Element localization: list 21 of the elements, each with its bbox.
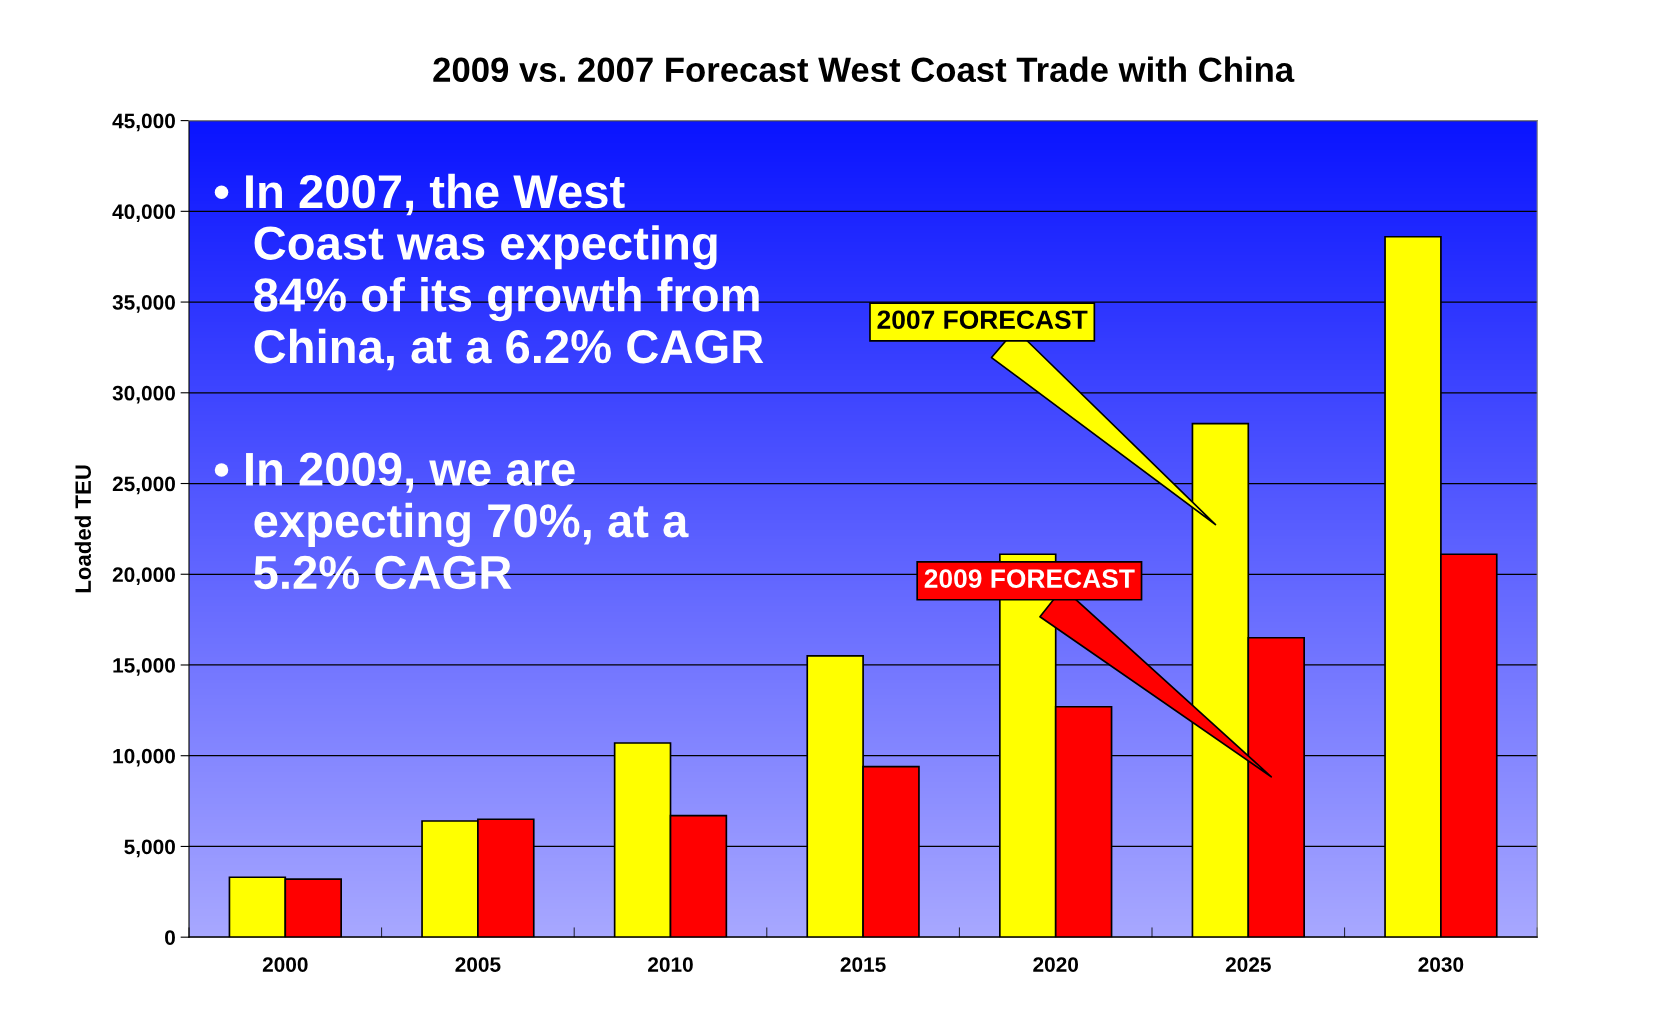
x-tick-label: 2010 — [648, 957, 693, 972]
x-tick-label: 2005 — [455, 957, 501, 972]
x-tick-label: 2015 — [840, 957, 886, 972]
y-tick-label: 15,000 — [113, 657, 175, 676]
y-tick-label: 20,000 — [112, 567, 175, 586]
y-axis-title: Loaded TEU — [74, 465, 92, 593]
x-tick-label: 2030 — [1418, 957, 1464, 972]
y-tick-label: 45,000 — [112, 113, 175, 132]
text: 2009 FORECAST — [924, 569, 1135, 588]
x-tick-label: 2020 — [1033, 957, 1079, 972]
y-tick-label: 30,000 — [112, 385, 175, 404]
y-tick-label: 0 — [165, 930, 175, 945]
y-tick-label: 40,000 — [112, 204, 175, 223]
y-tick-label: 25,000 — [112, 476, 175, 495]
x-tick-label: 2000 — [262, 957, 308, 972]
chart-title: 2009 vs. 2007 Forecast West Coast Trade with China — [433, 56, 1295, 83]
y-tick-label: 10,000 — [113, 748, 175, 767]
y-tick-label: 5,000 — [124, 839, 175, 858]
x-tick-label: 2025 — [1225, 957, 1271, 972]
y-tick-label: 35,000 — [112, 295, 175, 313]
text: 2007 FORECAST — [877, 310, 1088, 330]
